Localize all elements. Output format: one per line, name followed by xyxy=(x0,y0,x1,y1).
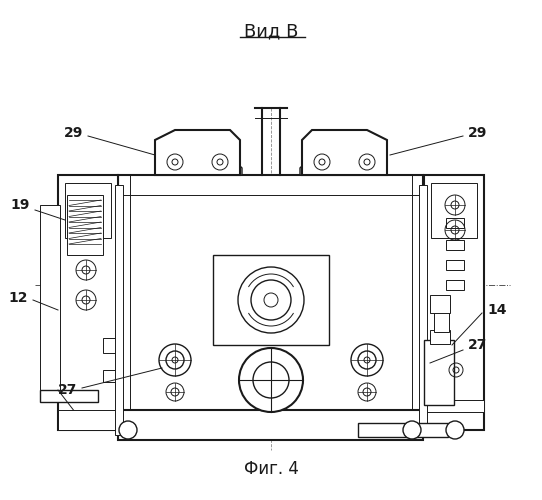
Bar xyxy=(58,175,118,430)
Bar xyxy=(446,260,464,270)
Bar xyxy=(213,255,329,345)
Bar xyxy=(40,390,98,402)
Circle shape xyxy=(166,383,184,401)
Bar xyxy=(67,195,103,255)
Bar xyxy=(358,423,448,437)
Bar xyxy=(424,340,454,405)
Bar xyxy=(446,218,464,228)
Bar xyxy=(431,183,477,238)
Circle shape xyxy=(403,421,421,439)
Bar xyxy=(115,185,123,435)
Bar xyxy=(446,280,464,290)
Text: Вид В: Вид В xyxy=(244,22,298,40)
Bar xyxy=(65,183,111,238)
Bar xyxy=(58,410,118,430)
Bar xyxy=(430,330,450,344)
Bar xyxy=(430,295,450,313)
Circle shape xyxy=(159,344,191,376)
Bar xyxy=(103,370,118,382)
Polygon shape xyxy=(300,130,335,175)
Circle shape xyxy=(119,421,137,439)
Bar xyxy=(103,338,121,353)
Text: 27: 27 xyxy=(468,338,487,352)
Bar xyxy=(118,410,423,440)
Text: 19: 19 xyxy=(11,198,30,212)
Bar xyxy=(424,400,484,412)
Bar xyxy=(118,175,423,430)
Polygon shape xyxy=(207,130,242,175)
Bar xyxy=(434,310,449,332)
Bar xyxy=(40,205,60,395)
Text: 14: 14 xyxy=(487,303,507,317)
Bar xyxy=(419,185,427,435)
Bar xyxy=(424,175,484,430)
Text: 27: 27 xyxy=(57,383,77,397)
Circle shape xyxy=(351,344,383,376)
Text: Фиг. 4: Фиг. 4 xyxy=(243,460,299,478)
Text: 29: 29 xyxy=(63,126,83,140)
Polygon shape xyxy=(302,130,387,175)
Text: 12: 12 xyxy=(9,291,28,305)
Circle shape xyxy=(358,383,376,401)
Text: 29: 29 xyxy=(468,126,487,140)
Circle shape xyxy=(446,421,464,439)
Circle shape xyxy=(239,348,303,412)
Polygon shape xyxy=(155,130,240,175)
Bar xyxy=(446,240,464,250)
